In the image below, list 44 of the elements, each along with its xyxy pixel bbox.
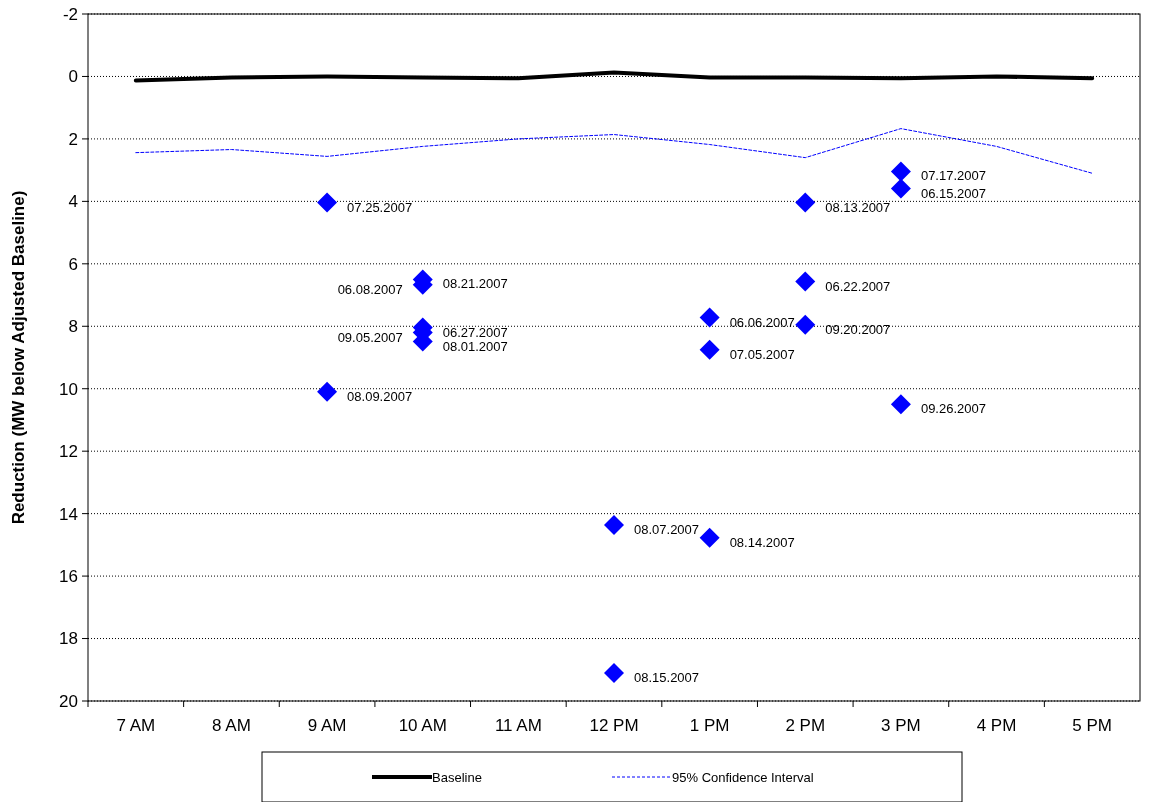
x-tick-label: 7 AM (116, 716, 156, 735)
y-tick-label: -2 (62, 4, 78, 24)
annotation: 08.07.2007 (634, 521, 700, 537)
x-tick-label: 1 PM (689, 716, 730, 735)
annotation: 06.22.2007 (825, 278, 891, 294)
annotation: 08.14.2007 (729, 534, 795, 550)
annotation: 08.09.2007 (347, 388, 413, 404)
y-tick-label: 14 (59, 504, 78, 524)
y-tick-label: 2 (68, 129, 78, 149)
x-tick-label: 3 PM (881, 716, 921, 735)
annotation: 06.06.2007 (729, 314, 795, 330)
x-tick-label: 5 PM (1072, 716, 1113, 735)
x-tick-label: 10 AM (398, 716, 447, 735)
annotation: 08.13.2007 (825, 199, 891, 215)
y-tick-label: 10 (59, 379, 78, 399)
y-tick-label: 20 (59, 691, 78, 711)
annotation: 08.15.2007 (634, 669, 700, 685)
y-tick-label: 18 (59, 629, 78, 649)
annotation: 08.01.2007 (442, 338, 508, 354)
y-tick-label: 6 (68, 254, 78, 274)
annotation: 06.08.2007 (337, 281, 403, 297)
annotation: 07.05.2007 (729, 346, 795, 362)
annotation: 09.05.2007 (337, 329, 403, 345)
x-tick-label: 4 PM (976, 716, 1017, 735)
x-tick-label: 2 PM (785, 716, 826, 735)
x-tick-label: 8 AM (212, 716, 251, 735)
y-axis-title: Reduction (MW below Adjusted Baseline) (9, 190, 28, 525)
x-tick-label: 11 AM (494, 716, 542, 735)
y-tick-label: 8 (68, 317, 78, 337)
y-tick-label: 16 (59, 567, 78, 587)
annotation: 06.15.2007 (920, 185, 986, 201)
annotation: 06.27.2007 (442, 324, 508, 340)
annotation: 07.17.2007 (920, 168, 986, 184)
annotation: 08.21.2007 (442, 276, 508, 292)
x-tick-label: 9 AM (307, 716, 347, 735)
annotation: 09.26.2007 (920, 401, 986, 417)
annotation: 07.25.2007 (347, 199, 413, 215)
annotation: 09.20.2007 (825, 321, 891, 337)
legend-label: 95% Confidence Interval (672, 769, 814, 785)
x-tick-label: 12 PM (589, 716, 639, 735)
y-tick-label: 0 (68, 67, 78, 87)
y-tick-label: 12 (59, 442, 78, 462)
legend-label: Baseline (432, 769, 482, 785)
y-tick-label: 4 (68, 192, 78, 212)
